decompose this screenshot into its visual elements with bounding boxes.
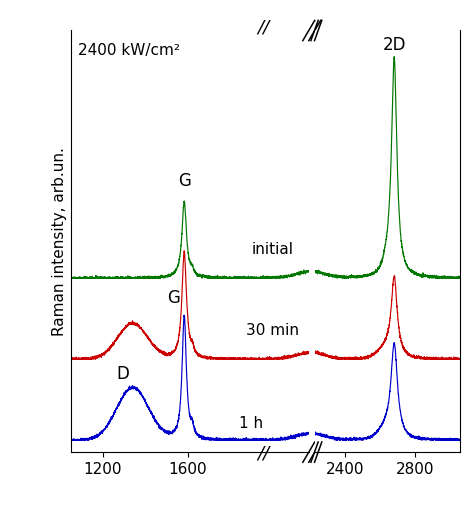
Text: //: // [257,19,269,37]
Text: //: // [257,444,269,462]
Text: 1 h: 1 h [239,416,264,431]
Text: G: G [167,289,180,307]
Text: D: D [117,365,129,383]
Text: 2D: 2D [383,36,406,54]
Text: 30 min: 30 min [246,323,299,338]
Text: initial: initial [252,242,294,257]
Text: G: G [178,172,191,190]
Y-axis label: Raman intensity, arb.un.: Raman intensity, arb.un. [52,147,67,336]
Text: 2400 kW/cm²: 2400 kW/cm² [78,43,180,58]
